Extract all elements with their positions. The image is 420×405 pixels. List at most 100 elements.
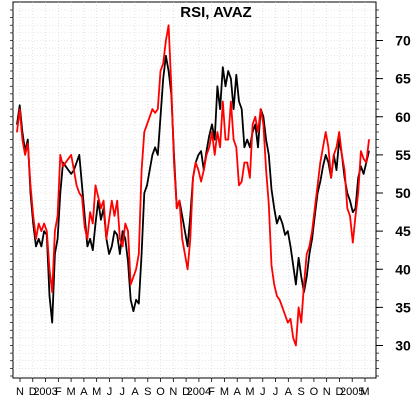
series-1-point [40,230,43,232]
series-0-point [270,188,273,190]
series-0-point [35,245,37,247]
series-0-point [100,219,102,221]
series-0-point [308,253,310,255]
series-1-point [308,245,310,247]
series-1-point [273,283,275,286]
series-0-point [335,169,338,171]
series-1-point [333,154,335,156]
series-0-point [325,154,327,156]
series-0-point [51,322,53,324]
x-tick-label: 2004 [187,386,211,398]
series-0-point [211,123,213,125]
series-1-point [197,169,199,171]
series-1-point [43,222,45,225]
series-0-point [224,85,227,87]
series-0-point [184,230,186,232]
series-0-point [257,146,259,148]
series-0-point [268,154,270,156]
series-1-point [181,238,183,240]
series-1-point [89,211,91,213]
series-0-point [279,215,281,217]
series-0-point [151,154,153,156]
series-0-point [135,299,137,301]
series-0-point [27,139,29,141]
series-1-point [105,238,107,240]
x-tick-label: N [169,386,177,398]
series-1-point [154,112,156,114]
series-1-point [116,200,118,202]
series-0-point [92,249,94,251]
series-1-point [338,131,340,133]
y-tick-label: 70 [395,33,411,49]
series-0-point [43,230,45,232]
series-1-point [184,253,186,255]
series-0-point [154,146,156,148]
series-1-point [268,203,270,205]
series-0-point [187,245,189,247]
series-1-point [230,100,232,103]
series-1-point [178,200,181,202]
series-1-point [295,344,297,347]
series-0-point [249,146,251,148]
x-tick-label: F [55,386,62,398]
series-1-point [216,131,218,133]
series-1-point [97,196,99,198]
y-tick-label: 65 [395,71,411,87]
series-1-point [279,299,281,301]
series-0-point [352,211,354,213]
series-1-point [67,158,69,160]
series-0-point [116,234,118,236]
series-0-point [165,55,167,57]
series-1-point [151,108,153,110]
series-0-point [124,238,126,240]
series-1-point [205,154,208,156]
series-1-point [124,222,126,225]
y-tick-label: 35 [395,299,411,315]
series-0-point [295,283,297,286]
series-1-point [195,161,197,164]
series-0-point [363,173,365,175]
series-1-point [86,238,88,240]
series-0-point [67,169,69,171]
series-0-point [246,139,248,141]
x-tick-label: J [273,386,279,398]
y-tick-label: 45 [395,223,411,239]
series-1-point [59,154,61,156]
series-0-point [238,100,240,103]
x-tick-label: J [260,386,266,398]
x-tick-label: S [297,386,304,398]
series-0-point [81,184,83,186]
series-0-point [181,215,183,217]
series-1-point [70,154,72,156]
series-0-point [235,74,237,76]
series-1-point [92,222,94,225]
series-1-point [35,238,37,240]
series-1-point [330,177,332,179]
series-1-point [289,318,292,320]
series-0-point [292,264,294,266]
x-tick-label: A [80,386,88,398]
series-1-point [306,253,308,255]
series-1-point [94,184,97,186]
series-1-point [135,268,137,270]
x-tick-label: S [144,386,151,398]
series-1-point [235,146,237,148]
x-tick-label: A [234,386,242,398]
series-1-point [224,139,227,141]
series-1-point [335,146,338,148]
series-1-point [357,192,359,194]
y-tick-label: 50 [395,185,411,201]
y-tick-label: 60 [395,109,411,125]
series-0-point [289,245,292,247]
series-1-point [73,169,75,171]
series-0-point [233,108,235,110]
series-1-point [130,283,132,286]
series-0-point [319,181,321,183]
series-1-point [214,154,216,156]
series-0-point [300,276,302,278]
series-1-point [48,268,51,270]
series-1-point [311,230,313,232]
series-0-point [94,222,97,225]
